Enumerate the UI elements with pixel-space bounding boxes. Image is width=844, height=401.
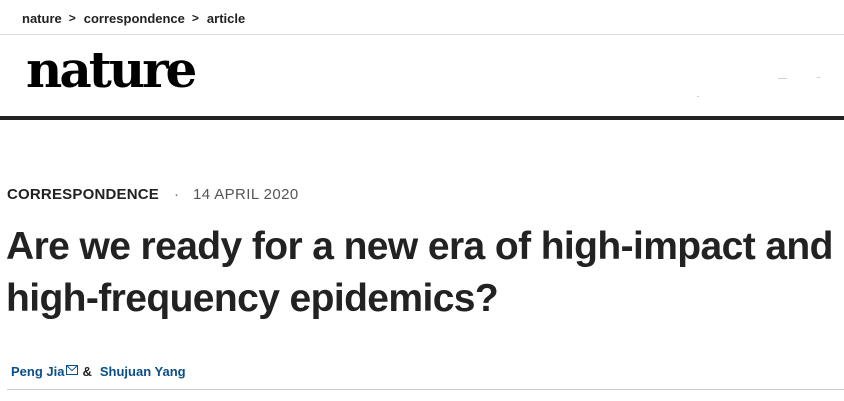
envelope-icon[interactable] (66, 363, 79, 375)
authors-divider (7, 389, 844, 390)
breadcrumb-separator-icon: > (191, 11, 199, 25)
publication-date: 14 APRIL 2020 (193, 185, 299, 203)
author-link-shujuan-yang[interactable]: Shujuan Yang (99, 363, 186, 379)
article-type-link[interactable]: CORRESPONDENCE (7, 185, 159, 203)
decorative-speck (817, 77, 820, 78)
author-joiner: & (82, 363, 92, 379)
breadcrumb-item-nature[interactable]: nature (22, 10, 62, 26)
breadcrumb-item-correspondence[interactable]: correspondence (83, 10, 185, 26)
header-divider (0, 116, 844, 120)
author-link-peng-jia[interactable]: Peng Jia (11, 363, 65, 379)
breadcrumb-separator-icon: > (68, 11, 76, 25)
nature-logo[interactable]: nature (26, 40, 197, 99)
breadcrumb-divider (0, 34, 844, 35)
breadcrumb-item-article[interactable]: article (206, 10, 246, 26)
article-meta: CORRESPONDENCE · 14 APRIL 2020 (7, 184, 299, 204)
decorative-speck (697, 96, 699, 97)
decorative-speck (778, 78, 787, 79)
meta-separator: · (174, 185, 179, 203)
breadcrumb: nature > correspondence > article (22, 9, 245, 27)
author-list: Peng Jia & Shujuan Yang (11, 362, 186, 380)
article-title: Are we ready for a new era of high-impac… (6, 225, 833, 320)
